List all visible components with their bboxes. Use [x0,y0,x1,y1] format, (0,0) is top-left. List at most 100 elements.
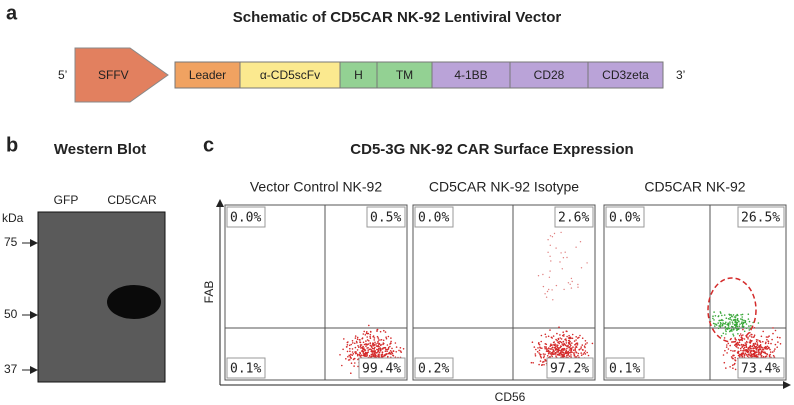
event-dot [740,349,742,352]
event-dot [566,347,568,350]
event-dot [765,341,767,344]
event-dot [386,344,389,346]
event-dot [564,348,566,350]
event-dot [584,353,587,355]
event-dot [742,350,744,352]
event-dot [559,340,561,343]
event-dot [556,345,558,348]
event-dot [725,346,728,348]
event-dot [730,313,732,316]
event-dot [367,332,370,335]
event-dot [571,337,574,340]
event-dot [563,335,565,337]
event-dot [354,362,356,364]
event-dot [567,352,570,355]
event-dot [583,351,586,354]
event-dot [731,364,734,367]
event-dot [572,346,574,348]
event-dot [740,336,743,339]
event-dot [556,344,558,346]
event-dot [717,322,719,324]
event-dot [753,351,756,354]
event-dot [741,313,744,316]
event-dot [744,350,747,352]
event-dot [737,351,739,353]
event-dot [557,350,559,352]
event-dot [538,352,540,354]
event-dot [560,341,563,344]
plot-frame [224,204,408,381]
event-dot [561,343,564,345]
event-dot [550,336,553,339]
event-dot [373,337,376,339]
event-dot [736,319,739,321]
event-dot [734,368,737,371]
event-dot [366,344,369,346]
event-dot [368,324,370,327]
event-dot [758,345,761,348]
event-dot [748,325,750,327]
event-dot [362,341,365,344]
event-dot [759,348,761,351]
event-dot [378,347,380,350]
segment-label: CD3zeta [602,68,649,82]
event-dot [365,332,368,335]
event-dot [738,344,741,347]
event-dot [357,353,359,356]
event-dot [732,367,734,370]
event-dot [744,321,747,323]
event-dot [348,354,351,357]
event-dot [388,351,391,354]
event-dot [567,282,570,284]
event-dot [386,350,388,353]
event-dot [568,342,571,344]
event-dot [540,357,543,359]
event-dot [377,345,379,348]
event-dot [731,315,733,318]
event-dot [739,347,742,350]
event-dot [723,361,726,364]
event-dot [353,365,355,367]
event-dot [719,311,722,313]
event-dot [380,354,383,356]
event-dot [560,252,562,254]
event-dot [762,340,764,343]
event-dot [569,347,572,350]
event-dot [559,261,561,263]
event-dot [553,353,555,355]
event-dot [577,354,579,357]
event-dot [765,336,768,338]
event-dot [713,311,715,313]
event-dot [551,289,553,291]
event-dot [539,360,542,362]
event-dot [734,337,736,339]
event-dot [548,288,550,291]
event-dot [569,345,571,348]
event-dot [362,352,365,354]
event-dot [758,351,760,353]
event-dot [558,326,560,329]
event-dot [752,344,754,347]
event-dot [555,348,558,350]
event-dot [366,331,368,333]
event-dot [391,352,394,355]
event-dot [546,350,548,353]
event-dot [362,333,365,335]
event-dot [756,354,758,356]
event-dot [736,313,738,316]
event-dot [554,353,556,355]
event-dot [579,241,582,243]
band [107,285,161,319]
event-dot [739,323,741,326]
event-dot [553,347,556,349]
event-dot [543,355,545,357]
event-dot [742,325,745,328]
event-dot [742,347,745,350]
event-dot [736,329,738,332]
quadrant-value: 0.1% [609,362,640,377]
event-dot [738,341,741,344]
event-dot [549,235,552,237]
quadrant-box [226,357,266,379]
quadrant-box [226,206,266,228]
event-dot [359,352,362,355]
